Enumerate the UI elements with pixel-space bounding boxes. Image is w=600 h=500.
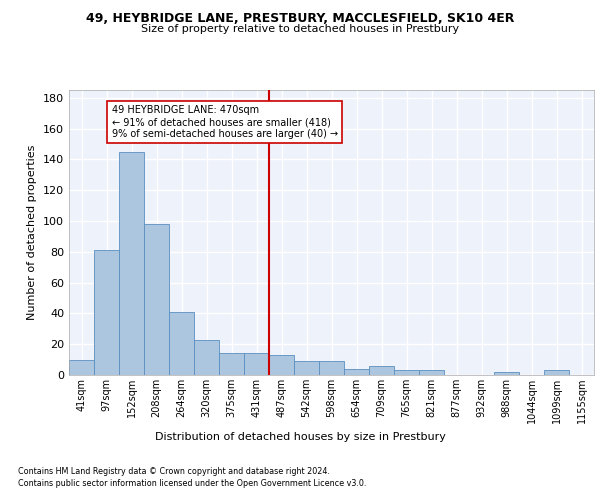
- Bar: [344, 369, 369, 375]
- Text: 49, HEYBRIDGE LANE, PRESTBURY, MACCLESFIELD, SK10 4ER: 49, HEYBRIDGE LANE, PRESTBURY, MACCLESFI…: [86, 12, 514, 26]
- Bar: [119, 152, 144, 375]
- Text: 49 HEYBRIDGE LANE: 470sqm
← 91% of detached houses are smaller (418)
9% of semi-: 49 HEYBRIDGE LANE: 470sqm ← 91% of detac…: [112, 106, 338, 138]
- Text: Distribution of detached houses by size in Prestbury: Distribution of detached houses by size …: [155, 432, 445, 442]
- Bar: [269, 355, 294, 375]
- Text: Contains public sector information licensed under the Open Government Licence v3: Contains public sector information licen…: [18, 478, 367, 488]
- Bar: [494, 372, 519, 375]
- Bar: [419, 370, 444, 375]
- Bar: [194, 340, 219, 375]
- Text: Size of property relative to detached houses in Prestbury: Size of property relative to detached ho…: [141, 24, 459, 34]
- Bar: [169, 312, 194, 375]
- Bar: [544, 370, 569, 375]
- Bar: [244, 354, 269, 375]
- Bar: [319, 361, 344, 375]
- Bar: [94, 250, 119, 375]
- Bar: [144, 224, 169, 375]
- Bar: [219, 354, 244, 375]
- Y-axis label: Number of detached properties: Number of detached properties: [28, 145, 37, 320]
- Text: Contains HM Land Registry data © Crown copyright and database right 2024.: Contains HM Land Registry data © Crown c…: [18, 468, 330, 476]
- Bar: [369, 366, 394, 375]
- Bar: [294, 361, 319, 375]
- Bar: [69, 360, 94, 375]
- Bar: [394, 370, 419, 375]
